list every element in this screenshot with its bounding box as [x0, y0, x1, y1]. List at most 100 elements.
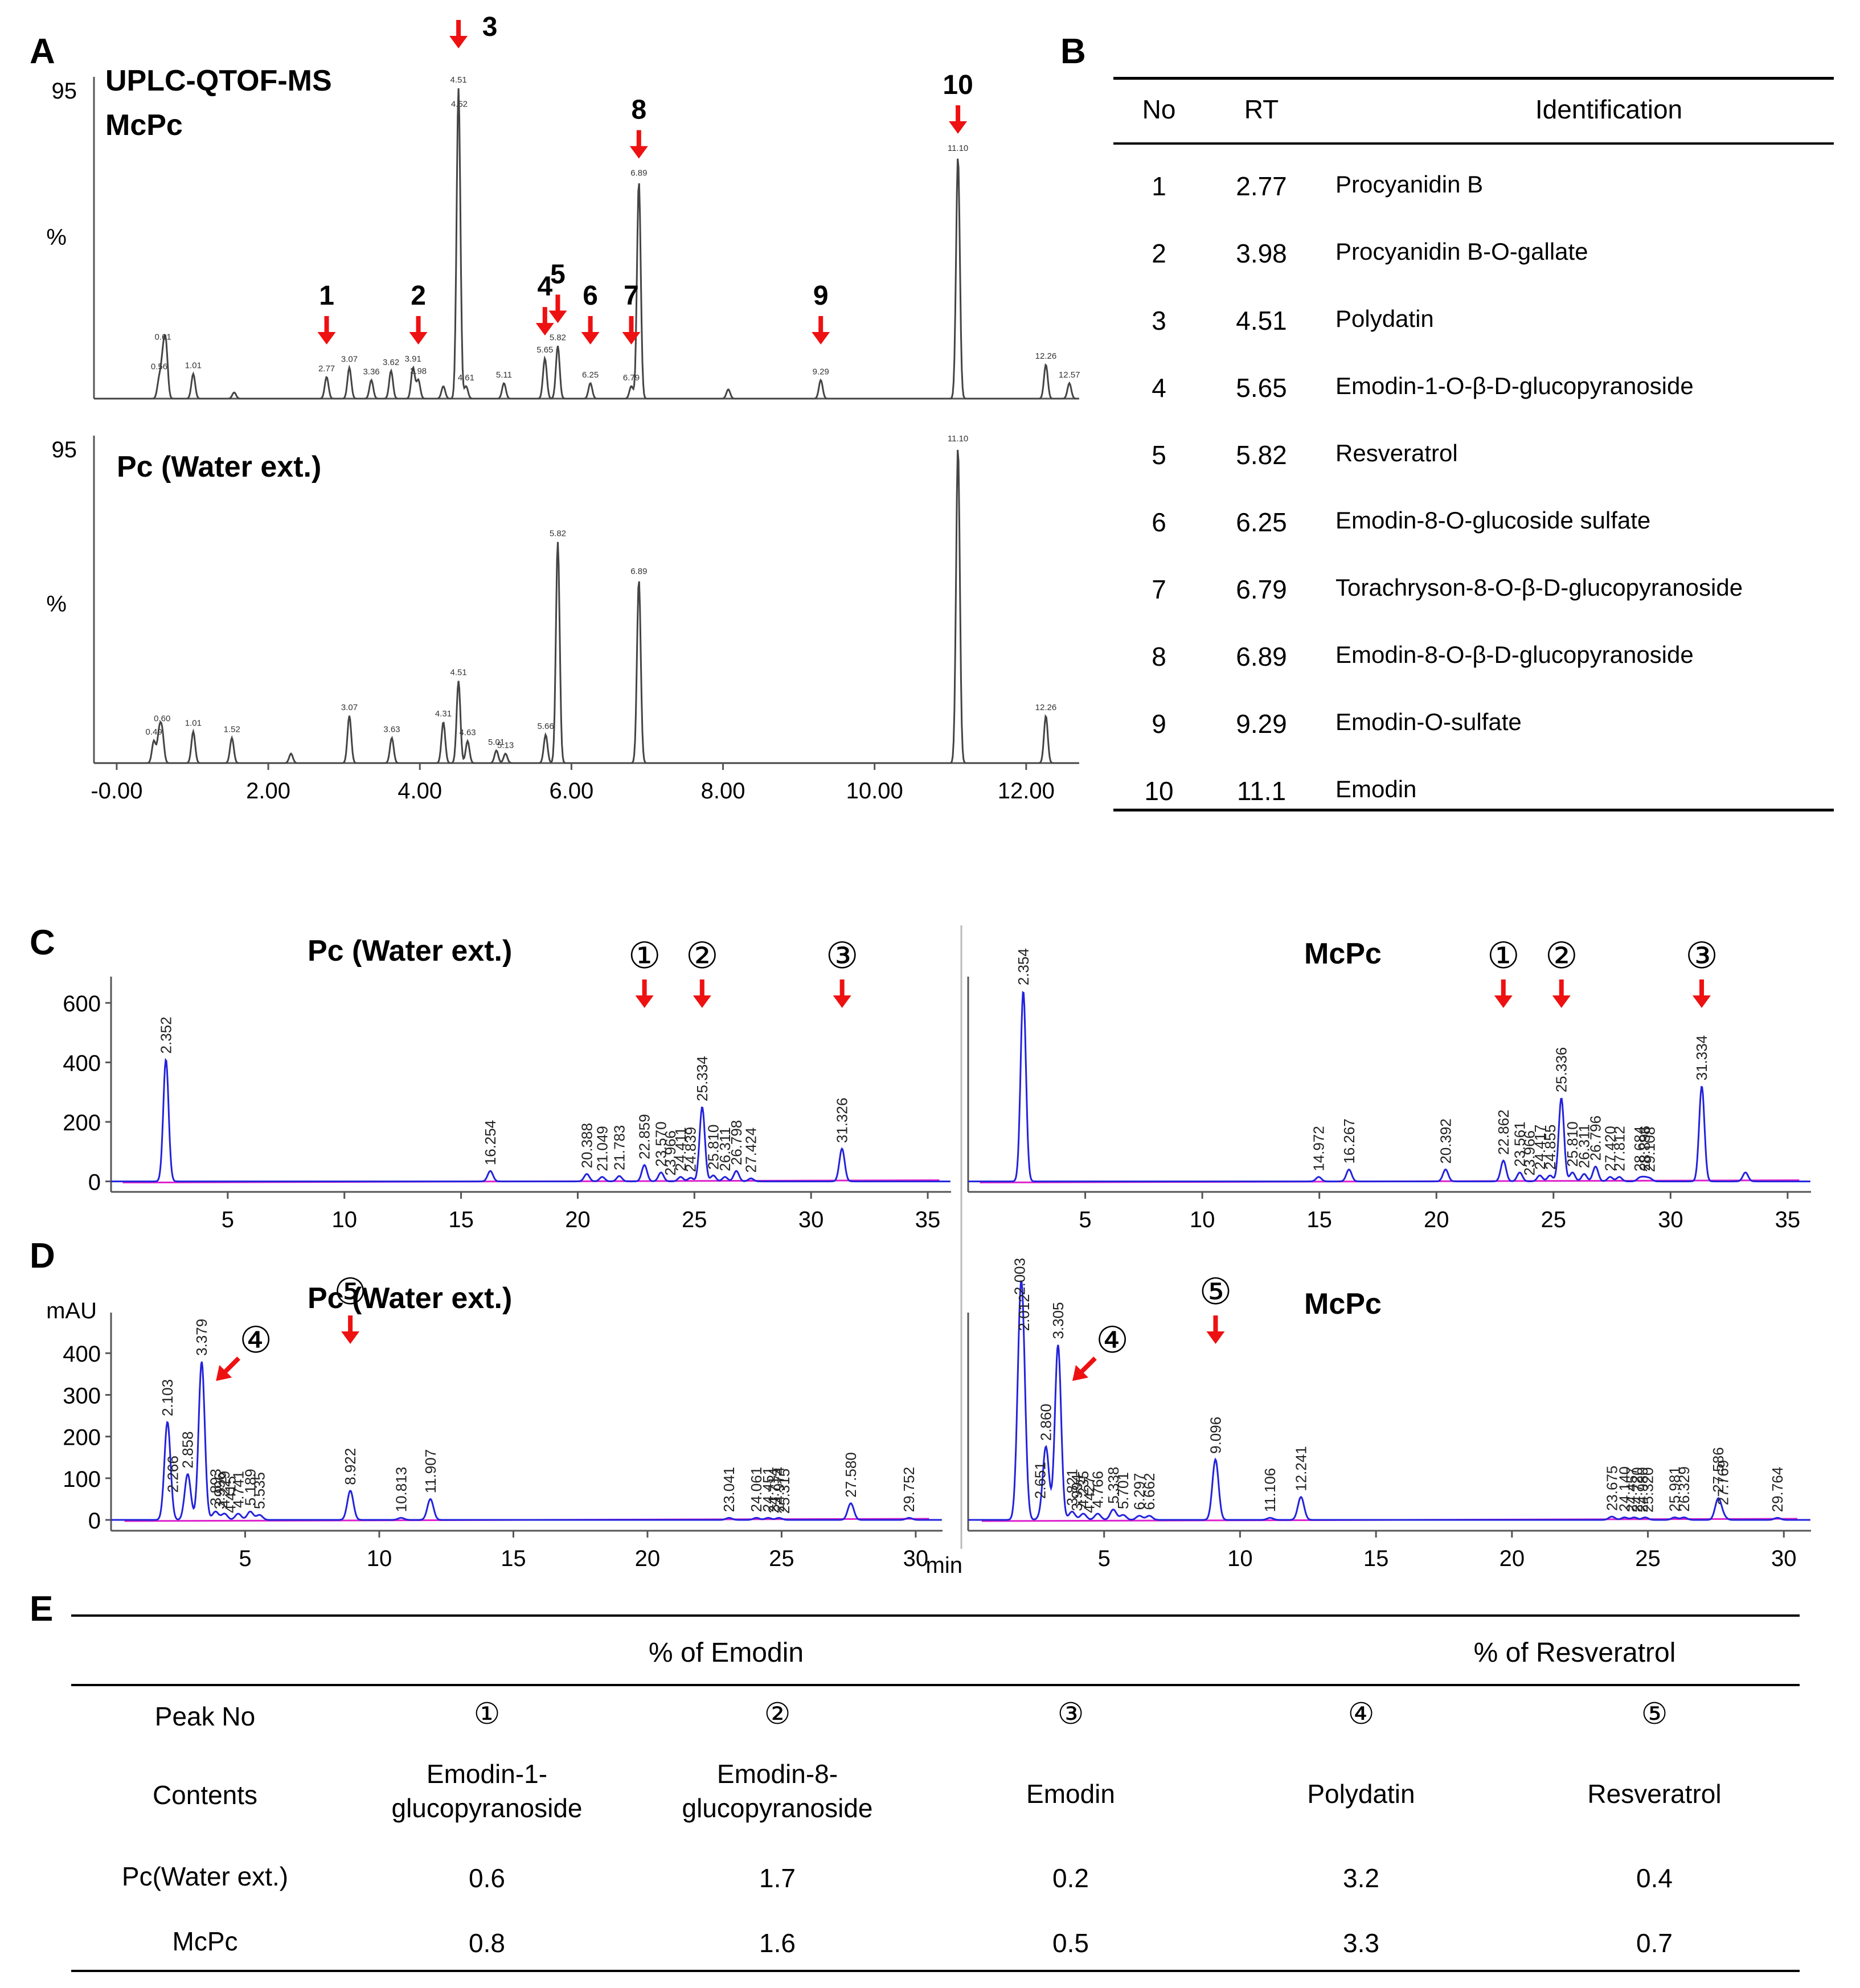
- peak-label: 22.862: [1495, 1109, 1512, 1155]
- peak-label: 5.701: [1115, 1472, 1132, 1509]
- peak-label: 22.859: [636, 1114, 653, 1159]
- peak-label: 23.675: [1603, 1466, 1620, 1511]
- peak-label: 26.329: [1675, 1466, 1693, 1512]
- table-e-value: 0.8: [469, 1928, 505, 1958]
- table-b-cell-no: 3: [1152, 306, 1166, 335]
- peak-label: 6.297: [1131, 1473, 1148, 1510]
- panel-d-right-title: McPc: [1304, 1288, 1382, 1321]
- peak-label: 24.714: [765, 1468, 782, 1514]
- marker-label: ①: [1487, 935, 1519, 977]
- peak-label: 28.684: [1631, 1126, 1648, 1172]
- table-e-top-rule: [71, 1614, 1800, 1617]
- peak-label: 0.61: [154, 333, 171, 342]
- x-tick-label: 30: [903, 1546, 929, 1571]
- peak-label: 4.427: [1080, 1476, 1097, 1513]
- table-b-cell-no: 2: [1152, 239, 1166, 268]
- y-tick-label: 200: [63, 1110, 101, 1136]
- marker-arrow-head: [635, 995, 654, 1008]
- panel-c-left-title: Pc (Water ext.): [308, 934, 513, 968]
- peak-label: 6.79: [623, 373, 640, 383]
- x-tick-label: -0.00: [91, 778, 142, 804]
- marker-label: ②: [686, 935, 718, 977]
- table-e-peak-number: ①: [473, 1698, 501, 1731]
- table-b-cell-identification: Procyanidin B: [1335, 171, 1484, 198]
- table-b-cell-rt: 3.98: [1236, 239, 1287, 268]
- table-b-cell-rt: 6.89: [1236, 642, 1287, 671]
- marker-label: ④: [1096, 1319, 1128, 1362]
- marker-label: ③: [826, 935, 858, 977]
- table-e-row-contents-label: Contents: [152, 1780, 258, 1810]
- peak-label: 26.311: [1576, 1124, 1593, 1169]
- peak-label: 12.57: [1059, 370, 1080, 380]
- table-b-top-rule: [1113, 77, 1834, 80]
- table-e-value: 1.6: [759, 1928, 796, 1958]
- table-b-cell-identification: Polydatin: [1335, 305, 1434, 332]
- marker-arrow-head: [341, 1331, 360, 1344]
- marker-label: 1: [319, 281, 334, 311]
- peak-label: 10.813: [392, 1467, 409, 1512]
- peak-label: 4.229: [216, 1471, 233, 1508]
- table-e: % of Emodin % of Resveratrol Peak No Con…: [71, 1614, 1800, 1973]
- table-e-peak-number: ③: [1057, 1698, 1084, 1731]
- y-tick-label: 100: [63, 1467, 101, 1492]
- peak-label: 29.752: [900, 1467, 917, 1512]
- peak-label: 24.411: [672, 1127, 689, 1171]
- marker-arrow-head: [629, 146, 648, 159]
- table-e-peak-number: ⑤: [1641, 1698, 1668, 1731]
- table-b: No RT Identification 1 2.77 Procyanidin B 2…: [1113, 77, 1834, 811]
- x-tick-label: 5: [1079, 1207, 1091, 1232]
- panel-label-e: E: [30, 1589, 54, 1629]
- peak-label: 8.922: [342, 1448, 359, 1485]
- peak-label: 12.26: [1035, 703, 1057, 712]
- x-tick-label: 30: [798, 1207, 824, 1232]
- x-tick-label: 15: [1363, 1546, 1389, 1571]
- table-b-cell-rt: 5.65: [1236, 373, 1287, 403]
- peak-label: 23.561: [1511, 1121, 1529, 1167]
- peak-label: 2.012: [1015, 1294, 1033, 1331]
- table-b-cell-no: 1: [1152, 171, 1166, 201]
- marker-label: 2: [411, 281, 426, 311]
- peak-label: 3.893: [207, 1469, 224, 1506]
- y-tick-label: 200: [63, 1425, 101, 1450]
- panel-a-sample-mcpc: McPc: [105, 109, 183, 142]
- peak-label: 0.49: [146, 727, 162, 737]
- table-b-cell-rt: 2.77: [1236, 171, 1287, 201]
- chromatogram-trace: [111, 1057, 951, 1183]
- marker-arrow-head: [535, 323, 554, 336]
- peak-label: 5.13: [497, 740, 514, 750]
- table-e-content-name: Emodin: [1026, 1779, 1115, 1809]
- marker-label: 9: [813, 281, 829, 311]
- peak-label: 3.91: [405, 354, 421, 364]
- peak-label: 1.01: [185, 360, 202, 370]
- peak-label: 11.10: [948, 434, 968, 444]
- peak-label: 5.65: [536, 345, 553, 355]
- peak-label: 9.096: [1207, 1417, 1224, 1454]
- y-tick-label: 400: [63, 1342, 101, 1367]
- peak-label: 6.25: [582, 370, 599, 380]
- peak-label: 2.352: [157, 1016, 174, 1054]
- y-tick-label: 600: [63, 991, 101, 1016]
- x-tick-label: 5: [1098, 1546, 1111, 1571]
- x-tick-label: 15: [1306, 1207, 1332, 1232]
- x-tick-label: 30: [1658, 1207, 1683, 1232]
- peak-label: 3.996: [211, 1472, 228, 1509]
- peak-label: 3.379: [193, 1319, 210, 1356]
- x-tick-label: 20: [1424, 1207, 1449, 1232]
- y-tick-label: 95: [52, 437, 77, 462]
- peak-label: 23.570: [653, 1121, 670, 1167]
- peak-label: 24.855: [1542, 1125, 1559, 1170]
- peak-label: 16.267: [1341, 1118, 1358, 1164]
- table-e-row-pc-label: Pc(Water ext.): [121, 1862, 289, 1891]
- peak-label: 1.52: [224, 725, 240, 735]
- y-axis-label: %: [46, 592, 67, 617]
- peak-label: 16.254: [482, 1120, 499, 1166]
- peak-label: 5.535: [251, 1472, 268, 1509]
- y-tick-label: 300: [63, 1383, 101, 1408]
- x-tick-label: 20: [1500, 1546, 1525, 1571]
- chromatogram-trace: [111, 1361, 942, 1521]
- peak-label: 5.66: [538, 722, 554, 731]
- peak-label: 26.311: [716, 1127, 734, 1171]
- table-b-cell-no: 8: [1152, 642, 1166, 671]
- peak-label: 4.51: [450, 75, 466, 85]
- marker-label: 7: [624, 281, 639, 311]
